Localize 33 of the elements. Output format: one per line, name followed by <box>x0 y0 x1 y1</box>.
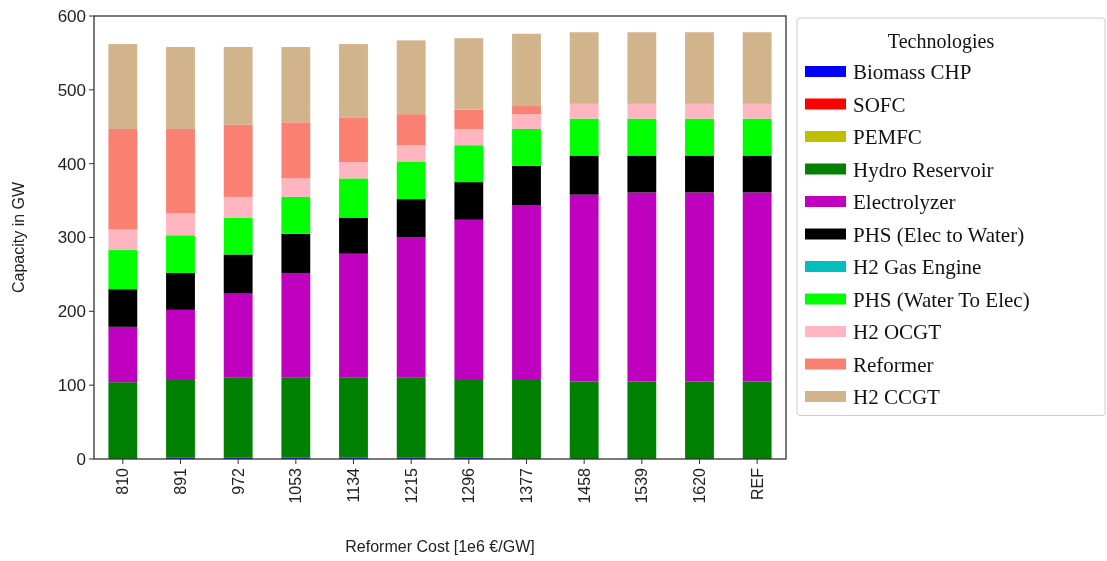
y-tick-label: 200 <box>57 302 86 322</box>
x-tick-label: REF <box>748 467 766 500</box>
x-tick-label: 1377 <box>518 467 536 504</box>
legend-label: Reformer <box>853 352 934 377</box>
legend-label: PHS (Water To Elec) <box>853 287 1030 312</box>
legend-label: H2 CCGT <box>853 385 941 410</box>
x-tick-label: 1215 <box>402 467 420 504</box>
x-tick-label: 972 <box>229 467 247 495</box>
legend-label: PHS (Elec to Water) <box>853 222 1025 247</box>
x-tick-label: 1458 <box>575 467 593 504</box>
legend-label: H2 OCGT <box>853 320 942 345</box>
x-tick-label: 1539 <box>633 467 651 504</box>
legend-label: H2 Gas Engine <box>853 255 982 280</box>
legend-title: Technologies <box>887 30 995 53</box>
x-tick-label: 1620 <box>691 467 709 504</box>
x-tick-label: 1296 <box>460 467 478 504</box>
legend-label: PEMFC <box>853 125 922 150</box>
y-tick-label: 400 <box>57 154 86 174</box>
legend-label: SOFC <box>853 92 906 117</box>
legend-label: Hydro Reservoir <box>853 157 994 182</box>
x-tick-label: 1134 <box>345 467 363 503</box>
y-tick-label: 600 <box>57 6 86 26</box>
x-tick-label: 1053 <box>287 467 305 504</box>
y-tick-label: 0 <box>76 449 86 469</box>
y-axis-title: Capacity in GW <box>10 181 27 294</box>
y-tick-label: 100 <box>57 376 86 396</box>
x-tick-label: 891 <box>172 467 190 495</box>
x-axis-title: Reformer Cost [1e6 €/GW] <box>345 538 535 555</box>
legend-label: Biomass CHP <box>853 60 972 85</box>
legend-label: Electrolyzer <box>853 190 956 215</box>
y-tick-label: 500 <box>57 80 86 100</box>
y-tick-label: 300 <box>57 228 86 248</box>
x-tick-label: 810 <box>114 467 132 495</box>
